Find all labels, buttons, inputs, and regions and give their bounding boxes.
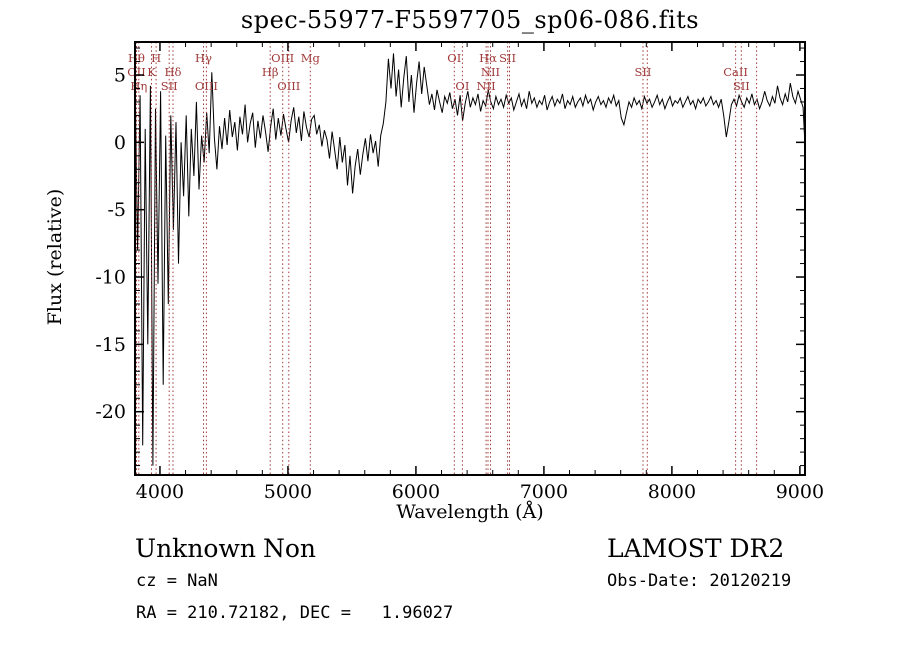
object-subclass: Non — [263, 534, 317, 563]
y-tick-label: -5 — [107, 199, 126, 221]
spectral-line-label: SII — [499, 51, 516, 65]
spectral-line-label: OIII — [277, 79, 300, 93]
spectral-line-label: OIII — [271, 51, 294, 65]
x-tick-label: 9000 — [776, 481, 824, 503]
obs-date-text: Obs-Date: 20120219 — [607, 571, 792, 591]
spectral-line-label: SII — [161, 79, 178, 93]
spectrum-trace — [134, 53, 807, 466]
y-axis-label: Flux (relative) — [44, 188, 66, 326]
spectral-line-label: NII — [481, 65, 500, 79]
y-tick-label: -15 — [95, 334, 126, 356]
spectral-line-label: Hθ — [128, 51, 145, 65]
spectral-line-label: CaII — [723, 65, 748, 79]
x-tick-label: 8000 — [648, 481, 696, 503]
y-tick-label: 0 — [114, 132, 126, 154]
coordinates-text: RA = 210.72182, DEC = 1.96027 — [136, 603, 454, 623]
spectral-line-label: NII — [477, 79, 496, 93]
spectral-line-label: SII — [635, 65, 652, 79]
spectral-line-label: OI — [447, 51, 461, 65]
plot-frame — [134, 41, 806, 476]
spectral-line-label: H — [151, 51, 161, 65]
x-tick-label: 4000 — [136, 481, 184, 503]
spectral-line-label: OIII — [195, 79, 218, 93]
spectral-line-label: Hα — [479, 51, 497, 65]
redshift-text: cz = NaN — [136, 571, 218, 591]
spectral-line-label: SII — [733, 79, 750, 93]
x-tick-label: 5000 — [264, 481, 312, 503]
y-tick-label: -10 — [95, 267, 126, 289]
spectral-line-label: K — [147, 65, 156, 79]
spectral-line-label: Hδ — [165, 65, 182, 79]
x-tick-label: 7000 — [520, 481, 568, 503]
spectral-line-label: Mg — [301, 51, 321, 65]
spectral-line-label: OI — [455, 79, 469, 93]
plot-title: spec-55977-F5597705_sp06-086.fits — [240, 6, 700, 34]
object-class: Unknown — [135, 534, 256, 563]
y-tick-label: 5 — [114, 64, 126, 86]
y-tick-label: -20 — [95, 401, 126, 423]
spectral-line-label: Hβ — [262, 65, 279, 79]
spectral-line-label: Hγ — [195, 51, 212, 65]
spectral-line-label: Hη — [130, 79, 147, 93]
x-axis-label: Wavelength (Å) — [396, 501, 544, 523]
x-tick-label: 6000 — [392, 481, 440, 503]
survey-release-label: LAMOST DR2 — [607, 534, 785, 563]
